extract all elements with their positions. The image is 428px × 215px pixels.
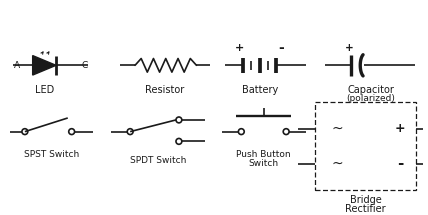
- Text: LED: LED: [35, 85, 54, 95]
- Bar: [315, 102, 416, 190]
- Polygon shape: [33, 55, 56, 75]
- Text: ~: ~: [331, 122, 343, 136]
- Text: Switch: Switch: [249, 159, 279, 168]
- Text: +: +: [345, 43, 354, 53]
- Text: ~: ~: [331, 157, 343, 171]
- Text: +: +: [235, 43, 244, 53]
- Text: Resistor: Resistor: [145, 85, 184, 95]
- Text: SPST Switch: SPST Switch: [24, 150, 79, 159]
- Text: Push Button: Push Button: [236, 150, 291, 159]
- Text: Capacitor: Capacitor: [348, 85, 395, 95]
- Text: -: -: [397, 156, 404, 171]
- Text: A: A: [14, 61, 20, 70]
- Text: -: -: [278, 41, 284, 55]
- Text: SPDT Switch: SPDT Switch: [130, 156, 187, 165]
- Text: Rectifier: Rectifier: [345, 204, 386, 214]
- Text: +: +: [395, 122, 406, 135]
- Text: (polarized): (polarized): [347, 94, 395, 103]
- Text: C: C: [82, 61, 88, 70]
- Text: Battery: Battery: [242, 85, 278, 95]
- Text: Bridge: Bridge: [350, 195, 381, 205]
